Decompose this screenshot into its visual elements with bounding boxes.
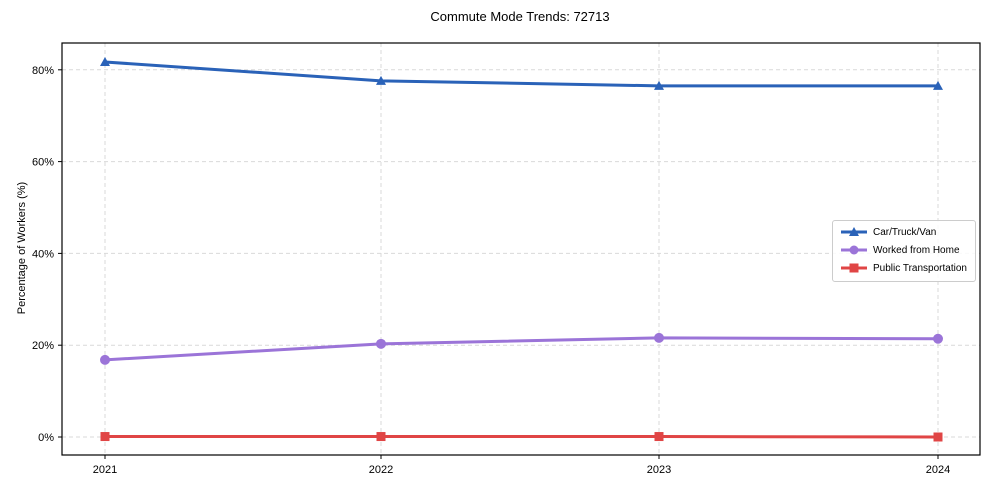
- y-tick-label: 40%: [32, 248, 54, 260]
- y-tick-label: 80%: [32, 65, 54, 77]
- x-tick-label: 2024: [926, 464, 950, 476]
- series-worked-from-home: [100, 332, 943, 365]
- square-marker-icon: [654, 432, 664, 442]
- triangle-marker-icon: [376, 75, 386, 85]
- y-tick-label: 20%: [32, 340, 54, 352]
- series-public-transportation: [100, 432, 943, 442]
- circle-marker-icon: [654, 332, 664, 343]
- circle-marker-icon: [100, 354, 110, 365]
- x-tick-label: 2023: [647, 464, 671, 476]
- legend-label: Public Transportation: [873, 262, 967, 274]
- legend-label: Worked from Home: [873, 244, 960, 256]
- y-tick-label: 60%: [32, 157, 54, 169]
- y-tick-label: 0%: [38, 432, 54, 444]
- series-car-truck-van: [100, 56, 943, 90]
- square-marker-icon: [841, 263, 867, 273]
- x-tick-label: 2022: [369, 464, 393, 476]
- circle-marker-icon: [933, 333, 943, 344]
- chart-title: Commute Mode Trends: 72713: [430, 9, 610, 24]
- legend: Car/Truck/Van Worked from Home Public Tr…: [832, 220, 976, 282]
- legend-label: Car/Truck/Van: [873, 226, 937, 238]
- triangle-marker-icon: [841, 227, 867, 236]
- square-marker-icon: [100, 432, 110, 442]
- circle-marker-icon: [376, 338, 386, 349]
- triangle-marker-icon: [933, 80, 943, 90]
- square-marker-icon: [376, 432, 386, 442]
- square-marker-icon: [933, 432, 943, 442]
- plot-frame: [61, 42, 981, 456]
- x-tick-label: 2021: [93, 464, 117, 476]
- triangle-marker-icon: [654, 80, 664, 90]
- circle-marker-icon: [841, 245, 867, 255]
- triangle-marker-icon: [100, 56, 110, 66]
